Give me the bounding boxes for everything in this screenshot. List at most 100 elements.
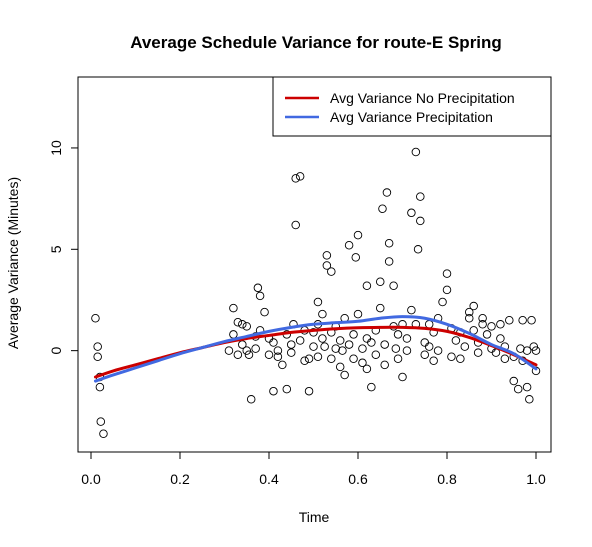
- scatter-point: [318, 309, 327, 319]
- x-tick-label: 0.2: [170, 471, 190, 487]
- scatter-point: [509, 376, 519, 386]
- scatter-point: [246, 395, 256, 404]
- scatter-point: [322, 251, 332, 260]
- scatter-point: [420, 338, 430, 347]
- scatter-point: [402, 346, 412, 355]
- x-axis: 0.0 0.2 0.4 0.6 0.8 1.0: [81, 451, 546, 487]
- scatter-point: [500, 354, 510, 364]
- scatter-point: [402, 334, 412, 343]
- scatter-point: [433, 346, 443, 355]
- scatter-point: [344, 340, 354, 349]
- scatter-point: [253, 283, 263, 293]
- scatter-point: [367, 338, 376, 347]
- scatter-point: [424, 342, 434, 351]
- scatter-point: [451, 336, 461, 345]
- scatter-point: [273, 352, 283, 361]
- scatter-point: [309, 342, 318, 351]
- scatter-point: [331, 344, 341, 353]
- scatter-point: [367, 382, 376, 392]
- scatter-point: [340, 370, 349, 380]
- scatter-point: [93, 352, 102, 361]
- scatter-point: [376, 303, 385, 313]
- scatter-point: [93, 342, 102, 351]
- scatter-point: [264, 350, 274, 359]
- scatter-point: [295, 172, 305, 181]
- scatter-point: [313, 297, 323, 307]
- scatter-point: [411, 147, 421, 157]
- scatter-point: [229, 330, 238, 339]
- scatter-point: [291, 220, 300, 230]
- scatter-point: [525, 395, 534, 404]
- line-no-precipitation: [93, 325, 538, 379]
- scatter-point: [344, 240, 354, 250]
- scatter-point: [531, 346, 541, 355]
- scatter-point: [353, 309, 363, 319]
- scatter-point: [233, 350, 243, 359]
- scatter-point: [282, 384, 292, 394]
- scatter-point: [438, 297, 447, 307]
- scatter-point: [291, 174, 300, 183]
- y-tick-label: 5: [48, 245, 64, 253]
- scatter-point: [465, 307, 474, 317]
- scatter-point: [349, 330, 358, 339]
- trend-lines: [93, 315, 538, 383]
- scatter-point: [527, 315, 536, 325]
- scatter-point: [522, 346, 532, 355]
- scatter-point: [496, 334, 505, 343]
- line-precipitation: [93, 315, 538, 383]
- scatter-point: [456, 354, 465, 364]
- scatter-point: [407, 208, 416, 218]
- scatter-point: [447, 352, 456, 361]
- scatter-point: [358, 344, 367, 353]
- y-tick-label: 0: [48, 347, 64, 355]
- x-tick-label: 0.0: [81, 471, 101, 487]
- scatter-point: [242, 346, 251, 355]
- scatter-point: [362, 281, 372, 291]
- scatter-points: [91, 147, 541, 439]
- scatter-point: [327, 354, 336, 364]
- scatter-point: [96, 417, 106, 426]
- scatter-point: [300, 356, 309, 366]
- scatter-point: [413, 245, 423, 254]
- scatter-point: [384, 257, 394, 266]
- scatter-point: [295, 336, 305, 345]
- scatter-point: [371, 350, 381, 359]
- legend-box: [272, 76, 552, 137]
- x-tick-label: 1.0: [526, 471, 546, 487]
- scatter-point: [496, 320, 505, 329]
- x-tick-label: 0.6: [348, 471, 368, 487]
- scatter-point: [491, 348, 501, 357]
- scatter-point: [442, 269, 452, 278]
- scatter-point: [238, 340, 247, 349]
- scatter-point: [389, 281, 398, 291]
- scatter-point: [309, 328, 318, 337]
- scatter-point: [516, 344, 525, 353]
- scatter-point: [465, 313, 474, 323]
- scatter-point: [518, 315, 527, 325]
- scatter-point: [478, 320, 487, 329]
- scatter-point: [242, 322, 251, 331]
- scatter-point: [229, 303, 238, 313]
- scatter-point: [473, 348, 483, 357]
- scatter-point: [487, 322, 496, 331]
- scatter-point: [482, 330, 492, 339]
- scatter-point: [244, 350, 254, 359]
- scatter-point: [233, 318, 243, 327]
- scatter-point: [529, 342, 539, 351]
- scatter-point: [318, 334, 327, 343]
- scatter-point: [287, 340, 296, 349]
- y-axis-label: Average Variance (Minutes): [5, 177, 21, 349]
- scatter-point: [407, 305, 416, 315]
- scatter-point: [362, 364, 372, 374]
- scatter-point: [378, 204, 387, 214]
- scatter-point: [429, 356, 438, 366]
- scatter-point: [420, 350, 430, 359]
- scatter-point: [255, 291, 265, 301]
- scatter-point: [424, 320, 434, 329]
- scatter-point: [335, 362, 345, 372]
- scatter-point: [522, 382, 532, 392]
- scatter-point: [322, 261, 332, 270]
- scatter-point: [505, 315, 514, 325]
- scatter-point: [398, 372, 407, 382]
